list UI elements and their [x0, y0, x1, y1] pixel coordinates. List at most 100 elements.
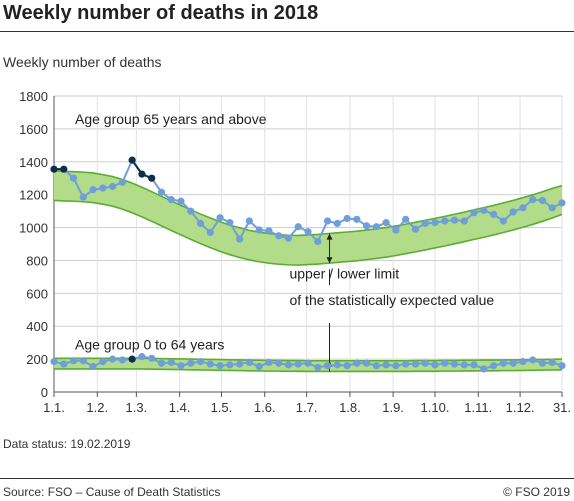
y-tick-label: 600 — [26, 286, 48, 301]
data-point — [382, 219, 390, 227]
data-status: Data status: 19.02.2019 — [3, 437, 131, 451]
x-tick-label: 1.2. — [86, 400, 108, 415]
copyright-note: © FSO 2019 — [503, 485, 570, 499]
data-point — [304, 228, 312, 236]
data-point — [529, 356, 537, 364]
data-point — [157, 359, 166, 367]
data-point — [519, 204, 527, 212]
data-point — [499, 359, 507, 367]
data-point — [128, 355, 136, 363]
data-point — [60, 165, 68, 173]
data-point — [421, 359, 429, 367]
data-point — [343, 214, 351, 223]
data-point — [431, 219, 439, 227]
data-point — [275, 359, 283, 367]
data-point — [79, 193, 87, 201]
x-tick-label: 31. — [553, 400, 571, 415]
footer-divider — [0, 478, 574, 479]
limit-arrow-lower-band-head — [326, 257, 333, 264]
data-point — [109, 182, 117, 191]
data-point — [255, 362, 263, 371]
data-point — [138, 170, 146, 178]
source-note: Source: FSO – Cause of Death Statistics — [3, 485, 221, 499]
y-tick-label: 1600 — [19, 122, 48, 137]
data-point — [353, 359, 361, 367]
data-point — [148, 174, 156, 182]
data-point — [50, 165, 58, 173]
x-tick-label: 1.10. — [421, 400, 450, 415]
data-point — [236, 360, 244, 368]
x-tick-label: 1.12. — [506, 400, 535, 415]
data-point — [89, 362, 97, 371]
y-tick-label: 800 — [26, 253, 48, 268]
x-tick-label: 1.8. — [339, 400, 361, 415]
y-tick-label: 400 — [26, 319, 48, 334]
data-point — [333, 361, 341, 369]
y-tick-label: 200 — [26, 352, 48, 367]
data-point — [450, 360, 459, 368]
expected-lower-limit-0 — [53, 199, 563, 266]
data-point — [558, 199, 566, 207]
data-point — [167, 196, 175, 204]
data-point — [548, 204, 556, 212]
data-point — [206, 228, 214, 237]
data-point — [314, 237, 322, 246]
data-point — [177, 197, 185, 205]
data-point — [421, 219, 429, 228]
data-point — [343, 362, 351, 370]
data-point — [529, 196, 537, 204]
data-point — [519, 357, 527, 366]
data-point — [353, 215, 361, 223]
annotation-group-0-64: Age group 0 to 64 years — [75, 336, 224, 352]
data-point — [118, 178, 126, 186]
data-point — [226, 219, 234, 227]
data-point — [265, 358, 273, 366]
data-point — [245, 358, 253, 366]
data-point — [99, 357, 107, 366]
data-point — [206, 360, 214, 368]
data-point — [402, 215, 410, 223]
data-point — [538, 196, 547, 205]
x-tick-label: 1.11. — [464, 400, 492, 415]
data-point — [480, 365, 488, 373]
y-tick-label: 0 — [41, 385, 48, 400]
data-point — [450, 216, 459, 224]
data-point — [138, 353, 146, 361]
data-point — [284, 234, 293, 242]
y-axis-label: Weekly number of deaths — [3, 54, 162, 70]
data-point — [470, 209, 478, 217]
expected-lower-limit-1 — [54, 368, 563, 373]
data-point — [363, 222, 371, 230]
data-point — [460, 361, 468, 369]
data-point — [109, 355, 117, 363]
data-point — [490, 210, 498, 218]
x-tick-label: 1.1. — [43, 400, 65, 415]
data-point — [196, 219, 205, 228]
y-tick-label: 1200 — [19, 188, 48, 203]
data-point — [392, 226, 400, 234]
data-point — [499, 217, 507, 225]
weekly-deaths-chart: 0 200 400 600 800 1000 1200 1400 1600 1800 1.1. 1.2… — [19, 89, 571, 415]
data-point — [304, 359, 312, 367]
title-divider — [0, 31, 574, 32]
data-point — [470, 361, 478, 369]
data-point — [187, 359, 195, 367]
data-point — [323, 362, 332, 370]
data-point — [333, 219, 341, 228]
data-point — [187, 207, 195, 215]
x-tick-label: 1.9. — [382, 400, 404, 415]
data-point — [275, 232, 283, 240]
expected-band-0 — [54, 170, 562, 266]
data-point — [411, 360, 420, 368]
data-point — [236, 235, 244, 243]
data-point — [382, 361, 390, 369]
data-point — [314, 363, 322, 371]
x-tick-label: 1.4. — [169, 400, 191, 415]
x-tick-label: 1.7. — [296, 400, 318, 415]
data-point — [441, 359, 449, 367]
annotation-limits-line2: of the statistically expected value — [289, 292, 494, 308]
data-point — [89, 186, 97, 194]
data-point — [118, 356, 126, 364]
data-point — [196, 357, 205, 366]
data-point — [480, 206, 488, 214]
